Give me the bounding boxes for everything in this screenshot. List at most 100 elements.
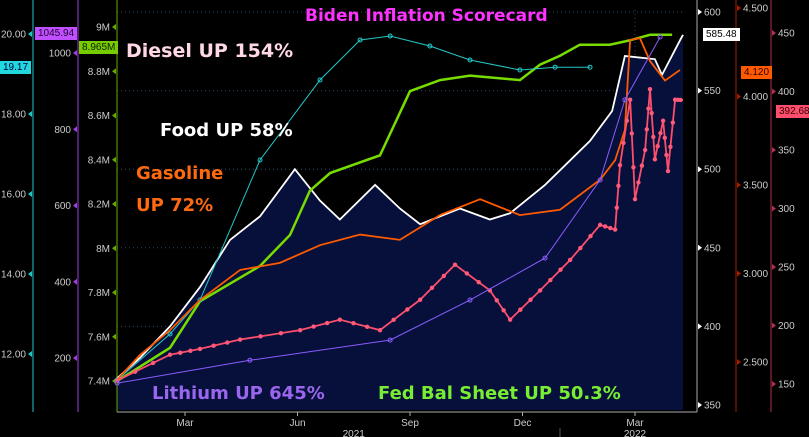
axis-tick-white bbox=[698, 402, 702, 408]
series-marker-pink bbox=[632, 196, 638, 202]
series-marker-pink bbox=[132, 369, 138, 374]
series-marker-pink bbox=[452, 262, 458, 267]
series-marker-pink bbox=[617, 163, 623, 168]
axis-tick-orange bbox=[737, 182, 741, 188]
axis-tick-label-green: 8M bbox=[96, 244, 110, 255]
series-marker-purple bbox=[247, 357, 253, 363]
axis-tick-label-green: 8.2M bbox=[88, 200, 110, 211]
series-marker-cyan bbox=[387, 33, 393, 39]
series-marker-pink bbox=[662, 135, 667, 141]
axis-tick-cyan bbox=[28, 351, 32, 357]
series-marker-pink bbox=[441, 273, 447, 279]
series-marker-pink bbox=[225, 340, 230, 345]
axis-tick-green bbox=[112, 68, 116, 75]
axis-tick-green bbox=[112, 333, 116, 340]
axis-tick-label-white: 600 bbox=[704, 8, 721, 19]
x-year-label: 2021 bbox=[343, 429, 366, 437]
axis-tick-pink bbox=[772, 322, 776, 329]
axis-tick-label-pink: 150 bbox=[778, 380, 795, 391]
axis-tick-label-orange: 4.000 bbox=[743, 92, 768, 103]
annotation-gasoline: Gasoline bbox=[136, 163, 224, 184]
last-value-tag-diesel: 19.17 bbox=[0, 61, 32, 74]
series-marker-cyan bbox=[587, 64, 593, 70]
series-marker-pink bbox=[297, 327, 303, 333]
axis-tick-green bbox=[112, 112, 116, 119]
axis-tick-pink bbox=[772, 147, 776, 153]
axis-tick-label-green: 8.6M bbox=[88, 111, 110, 122]
axis-tick-label-green: 8.8M bbox=[88, 67, 110, 78]
series-marker-pink bbox=[629, 131, 634, 136]
axis-tick-white bbox=[698, 323, 702, 330]
axis-tick-label-white: 400 bbox=[704, 322, 721, 333]
series-marker-pink bbox=[678, 97, 683, 103]
series-marker-pink bbox=[621, 140, 626, 146]
series-marker-cyan bbox=[467, 57, 473, 63]
axis-tick-green bbox=[112, 245, 116, 252]
axis-tick-purple bbox=[73, 278, 77, 285]
series-marker-pink bbox=[658, 130, 663, 136]
series-marker-pink bbox=[476, 279, 481, 285]
series-marker-pink bbox=[597, 222, 603, 228]
axis-tick-label-pink: 400 bbox=[778, 87, 795, 98]
axis-tick-white bbox=[698, 9, 702, 15]
axis-tick-label-green: 7.8M bbox=[88, 288, 110, 299]
series-marker-pink bbox=[324, 320, 330, 326]
series-marker-pink bbox=[507, 317, 513, 322]
axis-tick-label-pink: 250 bbox=[778, 263, 795, 274]
series-marker-pink bbox=[391, 317, 396, 323]
series-marker-pink bbox=[464, 271, 470, 276]
axis-tick-pink bbox=[772, 205, 776, 212]
axis-tick-cyan bbox=[28, 271, 32, 277]
annotation-fed: Fed Bal Sheet UP 50.3% bbox=[378, 383, 621, 404]
axis-tick-cyan bbox=[28, 191, 32, 197]
series-marker-pink bbox=[548, 277, 553, 283]
series-marker-pink bbox=[567, 257, 573, 263]
axis-tick-label-orange: 3.500 bbox=[743, 181, 768, 192]
series-marker-cyan bbox=[517, 67, 523, 73]
x-tick-label: Jun bbox=[289, 418, 305, 429]
axis-tick-pink bbox=[772, 30, 776, 36]
series-marker-pink bbox=[188, 348, 193, 353]
series-marker-pink bbox=[639, 163, 645, 168]
axis-tick-purple bbox=[73, 126, 77, 133]
series-marker-purple bbox=[467, 297, 473, 303]
series-marker-pink bbox=[278, 330, 284, 336]
series-marker-pink bbox=[211, 343, 216, 348]
series-marker-pink bbox=[528, 297, 533, 302]
axis-tick-label-cyan: 20.00 bbox=[1, 30, 26, 41]
last-value-tag-fed: 8.965M bbox=[79, 41, 119, 54]
axis-tick-pink bbox=[772, 264, 776, 270]
axis-tick-green bbox=[112, 156, 116, 163]
series-marker-cyan bbox=[317, 77, 323, 83]
annotation-gasoline-pct: UP 72% bbox=[136, 195, 214, 216]
last-value-tag-gasoline: 4.120 bbox=[741, 66, 773, 79]
axis-tick-green bbox=[112, 289, 116, 296]
series-marker-pink bbox=[670, 120, 676, 125]
series-marker-pink bbox=[664, 152, 669, 158]
series-line-food bbox=[116, 34, 684, 379]
x-tick-label: Mar bbox=[626, 418, 644, 429]
series-marker-cyan bbox=[167, 331, 173, 337]
series-marker-purple bbox=[114, 380, 120, 386]
series-marker-cyan bbox=[197, 297, 203, 303]
series-marker-purple bbox=[542, 255, 548, 261]
series-marker-pink bbox=[377, 327, 383, 333]
axis-tick-label-cyan: 16.00 bbox=[1, 190, 26, 201]
series-marker-pink bbox=[636, 180, 641, 185]
series-marker-pink bbox=[150, 360, 156, 366]
axis-tick-white bbox=[698, 244, 702, 251]
axis-tick-green bbox=[112, 24, 116, 30]
series-marker-purple bbox=[657, 34, 663, 40]
series-marker-pink bbox=[624, 118, 630, 123]
axis-tick-label-pink: 450 bbox=[778, 29, 795, 40]
axis-tick-label-orange: 2.500 bbox=[743, 358, 768, 369]
series-marker-pink bbox=[351, 321, 356, 326]
series-marker-pink bbox=[537, 288, 543, 293]
axis-tick-label-white: 550 bbox=[704, 86, 721, 97]
axis-tick-label-cyan: 12.00 bbox=[1, 350, 26, 361]
series-marker-pink bbox=[647, 86, 653, 92]
series-line-lithium bbox=[117, 36, 661, 384]
axis-tick-pink bbox=[772, 381, 776, 387]
series-marker-pink bbox=[197, 346, 203, 352]
series-marker-pink bbox=[612, 227, 618, 232]
